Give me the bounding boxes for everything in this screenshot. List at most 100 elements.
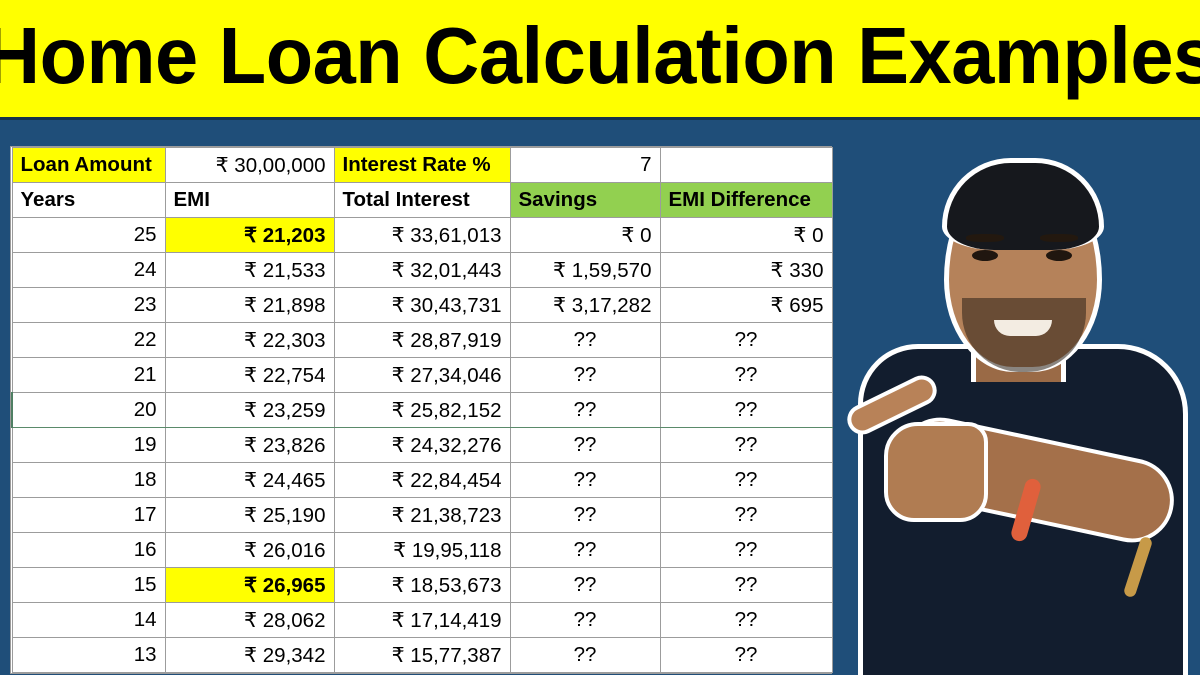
cell-savings[interactable]: ?? xyxy=(509,567,661,603)
cell-savings[interactable]: ?? xyxy=(509,427,661,463)
column-header-savings[interactable]: Savings xyxy=(509,182,661,218)
cell-emi-difference[interactable]: ?? xyxy=(659,462,833,498)
table-row[interactable]: 17 ₹ 25,190 ₹ 21,38,723 ?? ?? xyxy=(11,497,833,533)
cell-emi[interactable]: ₹ 28,062 xyxy=(164,602,335,638)
cell-savings[interactable]: ₹ 3,17,282 xyxy=(509,287,661,323)
table-row[interactable]: 21 ₹ 22,754 ₹ 27,34,046 ?? ?? xyxy=(11,357,833,393)
cell-total-interest[interactable]: ₹ 28,87,919 xyxy=(333,322,511,358)
table-row[interactable]: 25 ₹ 21,203 ₹ 33,61,013 ₹ 0 ₹ 0 xyxy=(11,217,833,253)
cell-total-interest[interactable]: ₹ 17,14,419 xyxy=(333,602,511,638)
presenter-mouth xyxy=(994,320,1052,336)
cell-years[interactable]: 25 xyxy=(11,217,166,253)
table-row[interactable]: 20 ₹ 23,259 ₹ 25,82,152 ?? ?? xyxy=(11,392,833,428)
cell-total-interest[interactable]: ₹ 19,95,118 xyxy=(333,532,511,568)
cell-savings[interactable]: ?? xyxy=(509,532,661,568)
cell-years[interactable]: 23 xyxy=(11,287,166,323)
spreadsheet-table[interactable]: Loan Amount ₹ 30,00,000 Interest Rate % … xyxy=(10,146,833,674)
table-row[interactable]: 15 ₹ 26,965 ₹ 18,53,673 ?? ?? xyxy=(11,567,833,603)
cell-years[interactable]: 15 xyxy=(11,567,166,603)
cell-years[interactable]: 20 xyxy=(11,392,166,428)
table-row[interactable]: 19 ₹ 23,826 ₹ 24,32,276 ?? ?? xyxy=(11,427,833,463)
cell-emi-difference[interactable]: ?? xyxy=(659,532,833,568)
cell-emi-difference[interactable]: ₹ 0 xyxy=(659,217,833,253)
cell-emi-difference[interactable]: ?? xyxy=(659,322,833,358)
cell-years[interactable]: 19 xyxy=(11,427,166,463)
cell-years[interactable]: 16 xyxy=(11,532,166,568)
cell-total-interest[interactable]: ₹ 24,32,276 xyxy=(333,427,511,463)
presenter-beard xyxy=(962,298,1086,372)
cell-emi-difference[interactable]: ?? xyxy=(659,392,833,428)
cell-emi-difference[interactable]: ?? xyxy=(659,357,833,393)
presenter-eye-right xyxy=(1046,250,1072,261)
cell-years[interactable]: 24 xyxy=(11,252,166,288)
column-header-emi-difference[interactable]: EMI Difference xyxy=(659,182,833,218)
cell-emi[interactable]: ₹ 24,465 xyxy=(164,462,335,498)
cell-savings[interactable]: ?? xyxy=(509,602,661,638)
presenter-hair xyxy=(942,158,1104,250)
cell-emi[interactable]: ₹ 21,898 xyxy=(164,287,335,323)
cell-total-interest[interactable]: ₹ 32,01,443 xyxy=(333,252,511,288)
cell-emi[interactable]: ₹ 23,826 xyxy=(164,427,335,463)
cell-savings[interactable]: ?? xyxy=(509,322,661,358)
cell-emi[interactable]: ₹ 22,303 xyxy=(164,322,335,358)
cell-years[interactable]: 17 xyxy=(11,497,166,533)
cell-years[interactable]: 18 xyxy=(11,462,166,498)
loan-amount-value[interactable]: ₹ 30,00,000 xyxy=(164,147,335,183)
cell-total-interest[interactable]: ₹ 33,61,013 xyxy=(333,217,511,253)
cell-emi[interactable]: ₹ 23,259 xyxy=(164,392,335,428)
cell-emi-difference[interactable]: ₹ 330 xyxy=(659,252,833,288)
cell-emi[interactable]: ₹ 26,965 xyxy=(164,567,335,603)
presenter-head xyxy=(944,162,1102,372)
cell-emi-difference[interactable]: ?? xyxy=(659,602,833,638)
cell-emi-difference[interactable]: ?? xyxy=(659,497,833,533)
cell-years[interactable]: 22 xyxy=(11,322,166,358)
cell-years[interactable]: 14 xyxy=(11,602,166,638)
loan-grid: Loan Amount ₹ 30,00,000 Interest Rate % … xyxy=(11,147,833,673)
cell-total-interest[interactable]: ₹ 30,43,731 xyxy=(333,287,511,323)
table-row[interactable]: 24 ₹ 21,533 ₹ 32,01,443 ₹ 1,59,570 ₹ 330 xyxy=(11,252,833,288)
cell-emi[interactable]: ₹ 21,203 xyxy=(164,217,335,253)
cell-savings[interactable]: ?? xyxy=(509,392,661,428)
interest-rate-label[interactable]: Interest Rate % xyxy=(333,147,511,183)
table-row[interactable]: 18 ₹ 24,465 ₹ 22,84,454 ?? ?? xyxy=(11,462,833,498)
cell-emi[interactable]: ₹ 26,016 xyxy=(164,532,335,568)
cell-total-interest[interactable]: ₹ 25,82,152 xyxy=(333,392,511,428)
table-row[interactable]: 14 ₹ 28,062 ₹ 17,14,419 ?? ?? xyxy=(11,602,833,638)
cell-years[interactable]: 21 xyxy=(11,357,166,393)
cell-total-interest[interactable]: ₹ 18,53,673 xyxy=(333,567,511,603)
interest-rate-value[interactable]: 7 xyxy=(509,147,661,183)
cell-years[interactable]: 13 xyxy=(11,637,166,673)
cell-emi[interactable]: ₹ 21,533 xyxy=(164,252,335,288)
cell-savings[interactable]: ?? xyxy=(509,357,661,393)
summary-blank-cell[interactable] xyxy=(659,147,833,183)
cell-emi-difference[interactable]: ₹ 695 xyxy=(659,287,833,323)
column-header-row[interactable]: Years EMI Total Interest Savings EMI Dif… xyxy=(11,182,833,218)
table-row[interactable]: 22 ₹ 22,303 ₹ 28,87,919 ?? ?? xyxy=(11,322,833,358)
cell-emi-difference[interactable]: ?? xyxy=(659,637,833,673)
cell-total-interest[interactable]: ₹ 27,34,046 xyxy=(333,357,511,393)
table-row[interactable]: 23 ₹ 21,898 ₹ 30,43,731 ₹ 3,17,282 ₹ 695 xyxy=(11,287,833,323)
cell-emi-difference[interactable]: ?? xyxy=(659,427,833,463)
column-header-years[interactable]: Years xyxy=(11,182,166,218)
column-header-total-interest[interactable]: Total Interest xyxy=(333,182,511,218)
cell-emi[interactable]: ₹ 25,190 xyxy=(164,497,335,533)
cell-savings[interactable]: ?? xyxy=(509,637,661,673)
column-header-emi[interactable]: EMI xyxy=(164,182,335,218)
cell-emi-difference[interactable]: ?? xyxy=(659,567,833,603)
cell-total-interest[interactable]: ₹ 21,38,723 xyxy=(333,497,511,533)
presenter-forearm xyxy=(890,409,1182,551)
loan-amount-label[interactable]: Loan Amount xyxy=(11,147,166,183)
table-row[interactable]: 16 ₹ 26,016 ₹ 19,95,118 ?? ?? xyxy=(11,532,833,568)
table-row[interactable]: 13 ₹ 29,342 ₹ 15,77,387 ?? ?? xyxy=(11,637,833,673)
summary-row[interactable]: Loan Amount ₹ 30,00,000 Interest Rate % … xyxy=(11,147,833,183)
presenter-pointing-finger-icon xyxy=(842,370,942,440)
cell-savings[interactable]: ₹ 1,59,570 xyxy=(509,252,661,288)
presenter-hand xyxy=(884,422,988,522)
cell-total-interest[interactable]: ₹ 15,77,387 xyxy=(333,637,511,673)
cell-emi[interactable]: ₹ 22,754 xyxy=(164,357,335,393)
cell-savings[interactable]: ?? xyxy=(509,462,661,498)
cell-savings[interactable]: ₹ 0 xyxy=(509,217,661,253)
cell-emi[interactable]: ₹ 29,342 xyxy=(164,637,335,673)
cell-savings[interactable]: ?? xyxy=(509,497,661,533)
cell-total-interest[interactable]: ₹ 22,84,454 xyxy=(333,462,511,498)
